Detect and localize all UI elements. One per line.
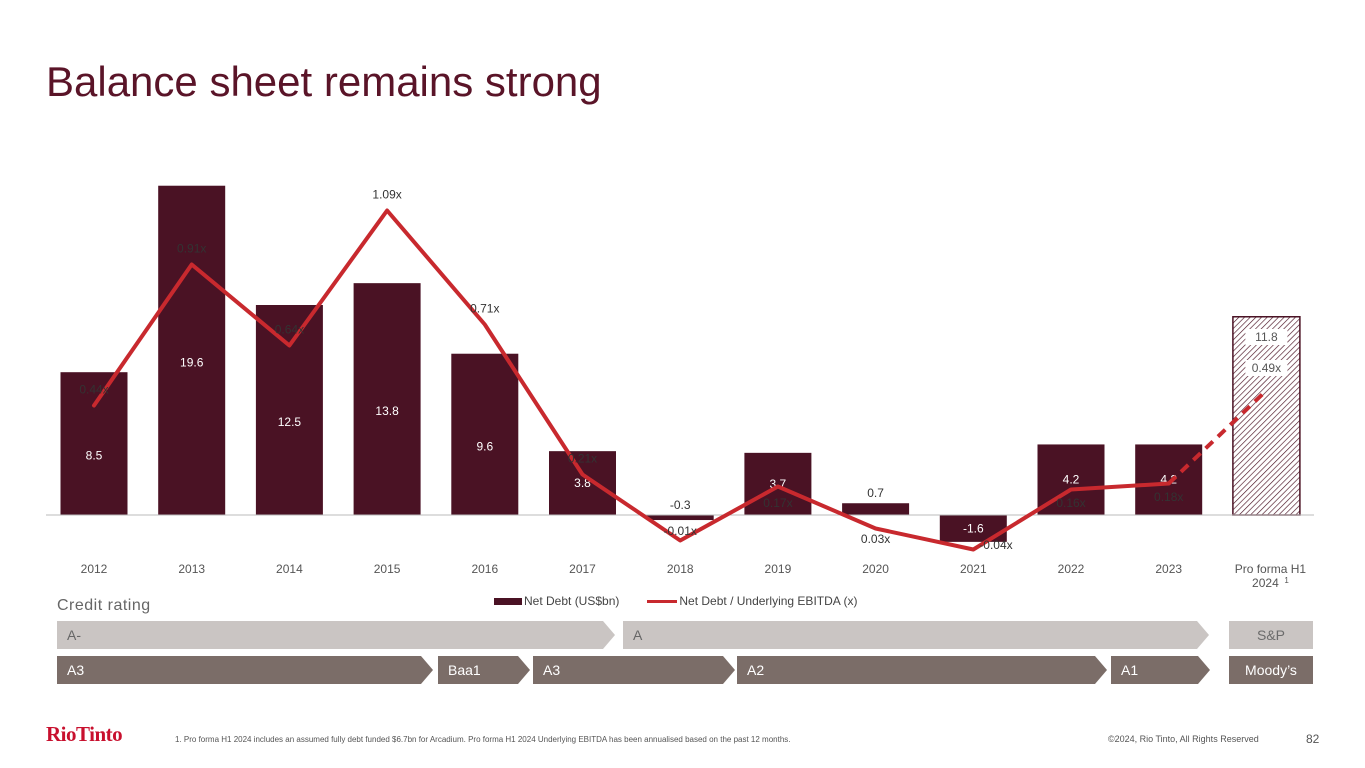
- x-tick-pro-forma-h1-2024: Pro forma H1: [1235, 562, 1307, 576]
- x-tick-2021: 2021: [960, 562, 987, 576]
- bar-2017: [549, 451, 616, 515]
- moody-rating-a2: A2: [737, 656, 1107, 684]
- bar-pro-forma-h1-2024: [1232, 316, 1301, 516]
- ratio-label-2013: 0.91x: [177, 242, 206, 256]
- bar-2019: [744, 452, 812, 515]
- footnote: 1. Pro forma H1 2024 includes an assumed…: [175, 735, 791, 744]
- bar-2013: [158, 185, 226, 515]
- x-tick-2017: 2017: [569, 562, 596, 576]
- ratio-label-bg-last: [1245, 360, 1288, 376]
- legend-item-net-debt: Net Debt (US$bn): [494, 594, 619, 608]
- moody-rating-baa1: Baa1: [438, 656, 530, 684]
- bar-label-2013: 19.6: [180, 355, 204, 369]
- x-tick-2019: 2019: [765, 562, 792, 576]
- legend-swatch-bar: [494, 597, 522, 605]
- rio-tinto-logo: RioTinto: [46, 722, 123, 746]
- x-tick-2020: 2020: [862, 562, 889, 576]
- copyright: ©2024, Rio Tinto, All Rights Reserved: [1108, 734, 1259, 744]
- bar-2012: [60, 372, 128, 515]
- legend-swatch-line: [647, 599, 678, 603]
- page-title: Balance sheet remains strong: [46, 58, 602, 105]
- ratio-line: [92, 208, 1171, 552]
- bar-label-2020: 0.7: [867, 486, 884, 500]
- x-tick-footnote-marker: 1: [1284, 576, 1289, 585]
- sp-label: S&P: [1229, 621, 1313, 649]
- ratio-line-dashed: [1167, 389, 1268, 485]
- chart-legend: Net Debt (US$bn) Net Debt / Underlying E…: [494, 594, 857, 608]
- bar-2015: [353, 283, 421, 515]
- ratio-label-2023: 0.18x: [1154, 490, 1183, 504]
- x-tick-2015: 2015: [374, 562, 401, 576]
- ratio-label-2019: 0.17x: [763, 496, 792, 510]
- credit-rating-title: Credit rating: [57, 597, 151, 614]
- bar-2014: [255, 305, 323, 515]
- sp-rating-a: A: [623, 621, 1209, 649]
- bar-label-2018: -0.3: [670, 498, 691, 512]
- x-tick-2022: 2022: [1058, 562, 1085, 576]
- ratio-label-2021: -0.04x: [979, 538, 1012, 552]
- bar-label-2014: 12.5: [278, 415, 302, 429]
- ratio-label-2020: 0.03x: [861, 532, 890, 546]
- x-tick-2012: 2012: [81, 562, 108, 576]
- x-tick-pro-forma-h1-2024-line2: 2024: [1252, 576, 1279, 590]
- bar-2020: [842, 503, 910, 515]
- bar-label-bg-last: [1245, 329, 1288, 345]
- ratio-label-2015: 1.09x: [372, 188, 401, 202]
- bar-label-2021: -1.6: [963, 521, 984, 535]
- bar-2018: [646, 515, 714, 521]
- bar-label-2012: 8.5: [86, 449, 103, 463]
- bar-label-2015: 13.8: [375, 404, 399, 418]
- bar-label-2022: 4.2: [1063, 473, 1080, 487]
- ratio-label-pro-forma-h1-2024: 0.49x: [1252, 361, 1281, 375]
- x-tick-2014: 2014: [276, 562, 303, 576]
- ratio-label-2018: -0.01x: [664, 524, 697, 538]
- moody-rating-a1: A1: [1111, 656, 1210, 684]
- x-tick-2016: 2016: [471, 562, 498, 576]
- moody-label: Moody’s: [1229, 656, 1313, 684]
- x-tick-2023: 2023: [1155, 562, 1182, 576]
- ratio-label-2017: 0.21x: [568, 452, 597, 466]
- ratio-label-2022: 0.16x: [1056, 496, 1085, 510]
- bar-2016: [451, 353, 519, 515]
- moody-rating-a3-first: A3: [57, 656, 433, 684]
- moody-rating-a3-second: A3: [533, 656, 735, 684]
- net-debt-chart: 8.519.612.513.89.63.8-0.33.70.7-1.64.2 4.…: [46, 185, 1314, 590]
- legend-label-net-debt: Net Debt (US$bn): [524, 594, 620, 608]
- ratio-label-2016: 0.71x: [470, 302, 499, 316]
- legend-label-ratio: Net Debt / Underlying EBITDA (x): [679, 594, 858, 608]
- sp-rating-a-minus: A-: [57, 621, 615, 649]
- bar-label-2016: 9.6: [476, 439, 493, 453]
- page-number: 82: [1306, 732, 1320, 746]
- bar-2023: [1135, 444, 1203, 515]
- x-tick-2018: 2018: [667, 562, 694, 576]
- legend-item-ratio: Net Debt / Underlying EBITDA (x): [647, 594, 857, 608]
- ratio-label-2014: 0.64x: [275, 323, 304, 337]
- x-tick-2013: 2013: [178, 562, 205, 576]
- ratio-label-2012: 0.44x: [79, 383, 108, 397]
- bar-label-pro-forma-h1-2024: 11.8: [1255, 330, 1278, 344]
